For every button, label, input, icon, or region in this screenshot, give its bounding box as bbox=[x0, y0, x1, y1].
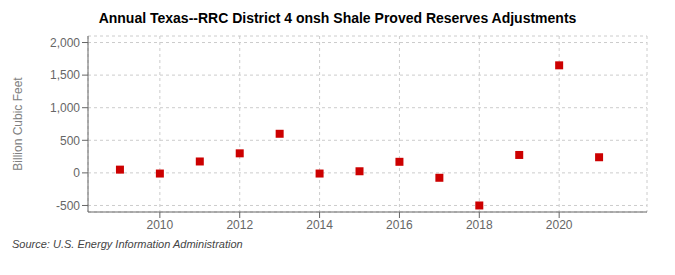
svg-text:2020: 2020 bbox=[546, 218, 573, 232]
svg-text:500: 500 bbox=[60, 134, 80, 148]
svg-text:-500: -500 bbox=[56, 199, 80, 213]
html-text:Annual Texas--RRC District 4 o: Annual Texas--RRC District 4 onsh Shale … bbox=[98, 10, 577, 26]
html-text:Source: U.S. Energy Informatio: Source: U.S. Energy Information Administ… bbox=[12, 238, 243, 250]
svg-text:2,000: 2,000 bbox=[50, 36, 80, 50]
svg-text:1,500: 1,500 bbox=[50, 68, 80, 82]
svg-text:0: 0 bbox=[73, 166, 80, 180]
svg-text:2018: 2018 bbox=[466, 218, 493, 232]
svg-text:2012: 2012 bbox=[226, 218, 253, 232]
svg-text:2010: 2010 bbox=[147, 218, 174, 232]
svg-text:2014: 2014 bbox=[306, 218, 333, 232]
svg-text:Billion Cubic Feet: Billion Cubic Feet bbox=[11, 77, 25, 171]
svg-text:1,000: 1,000 bbox=[50, 101, 80, 115]
svg-text:2016: 2016 bbox=[386, 218, 413, 232]
